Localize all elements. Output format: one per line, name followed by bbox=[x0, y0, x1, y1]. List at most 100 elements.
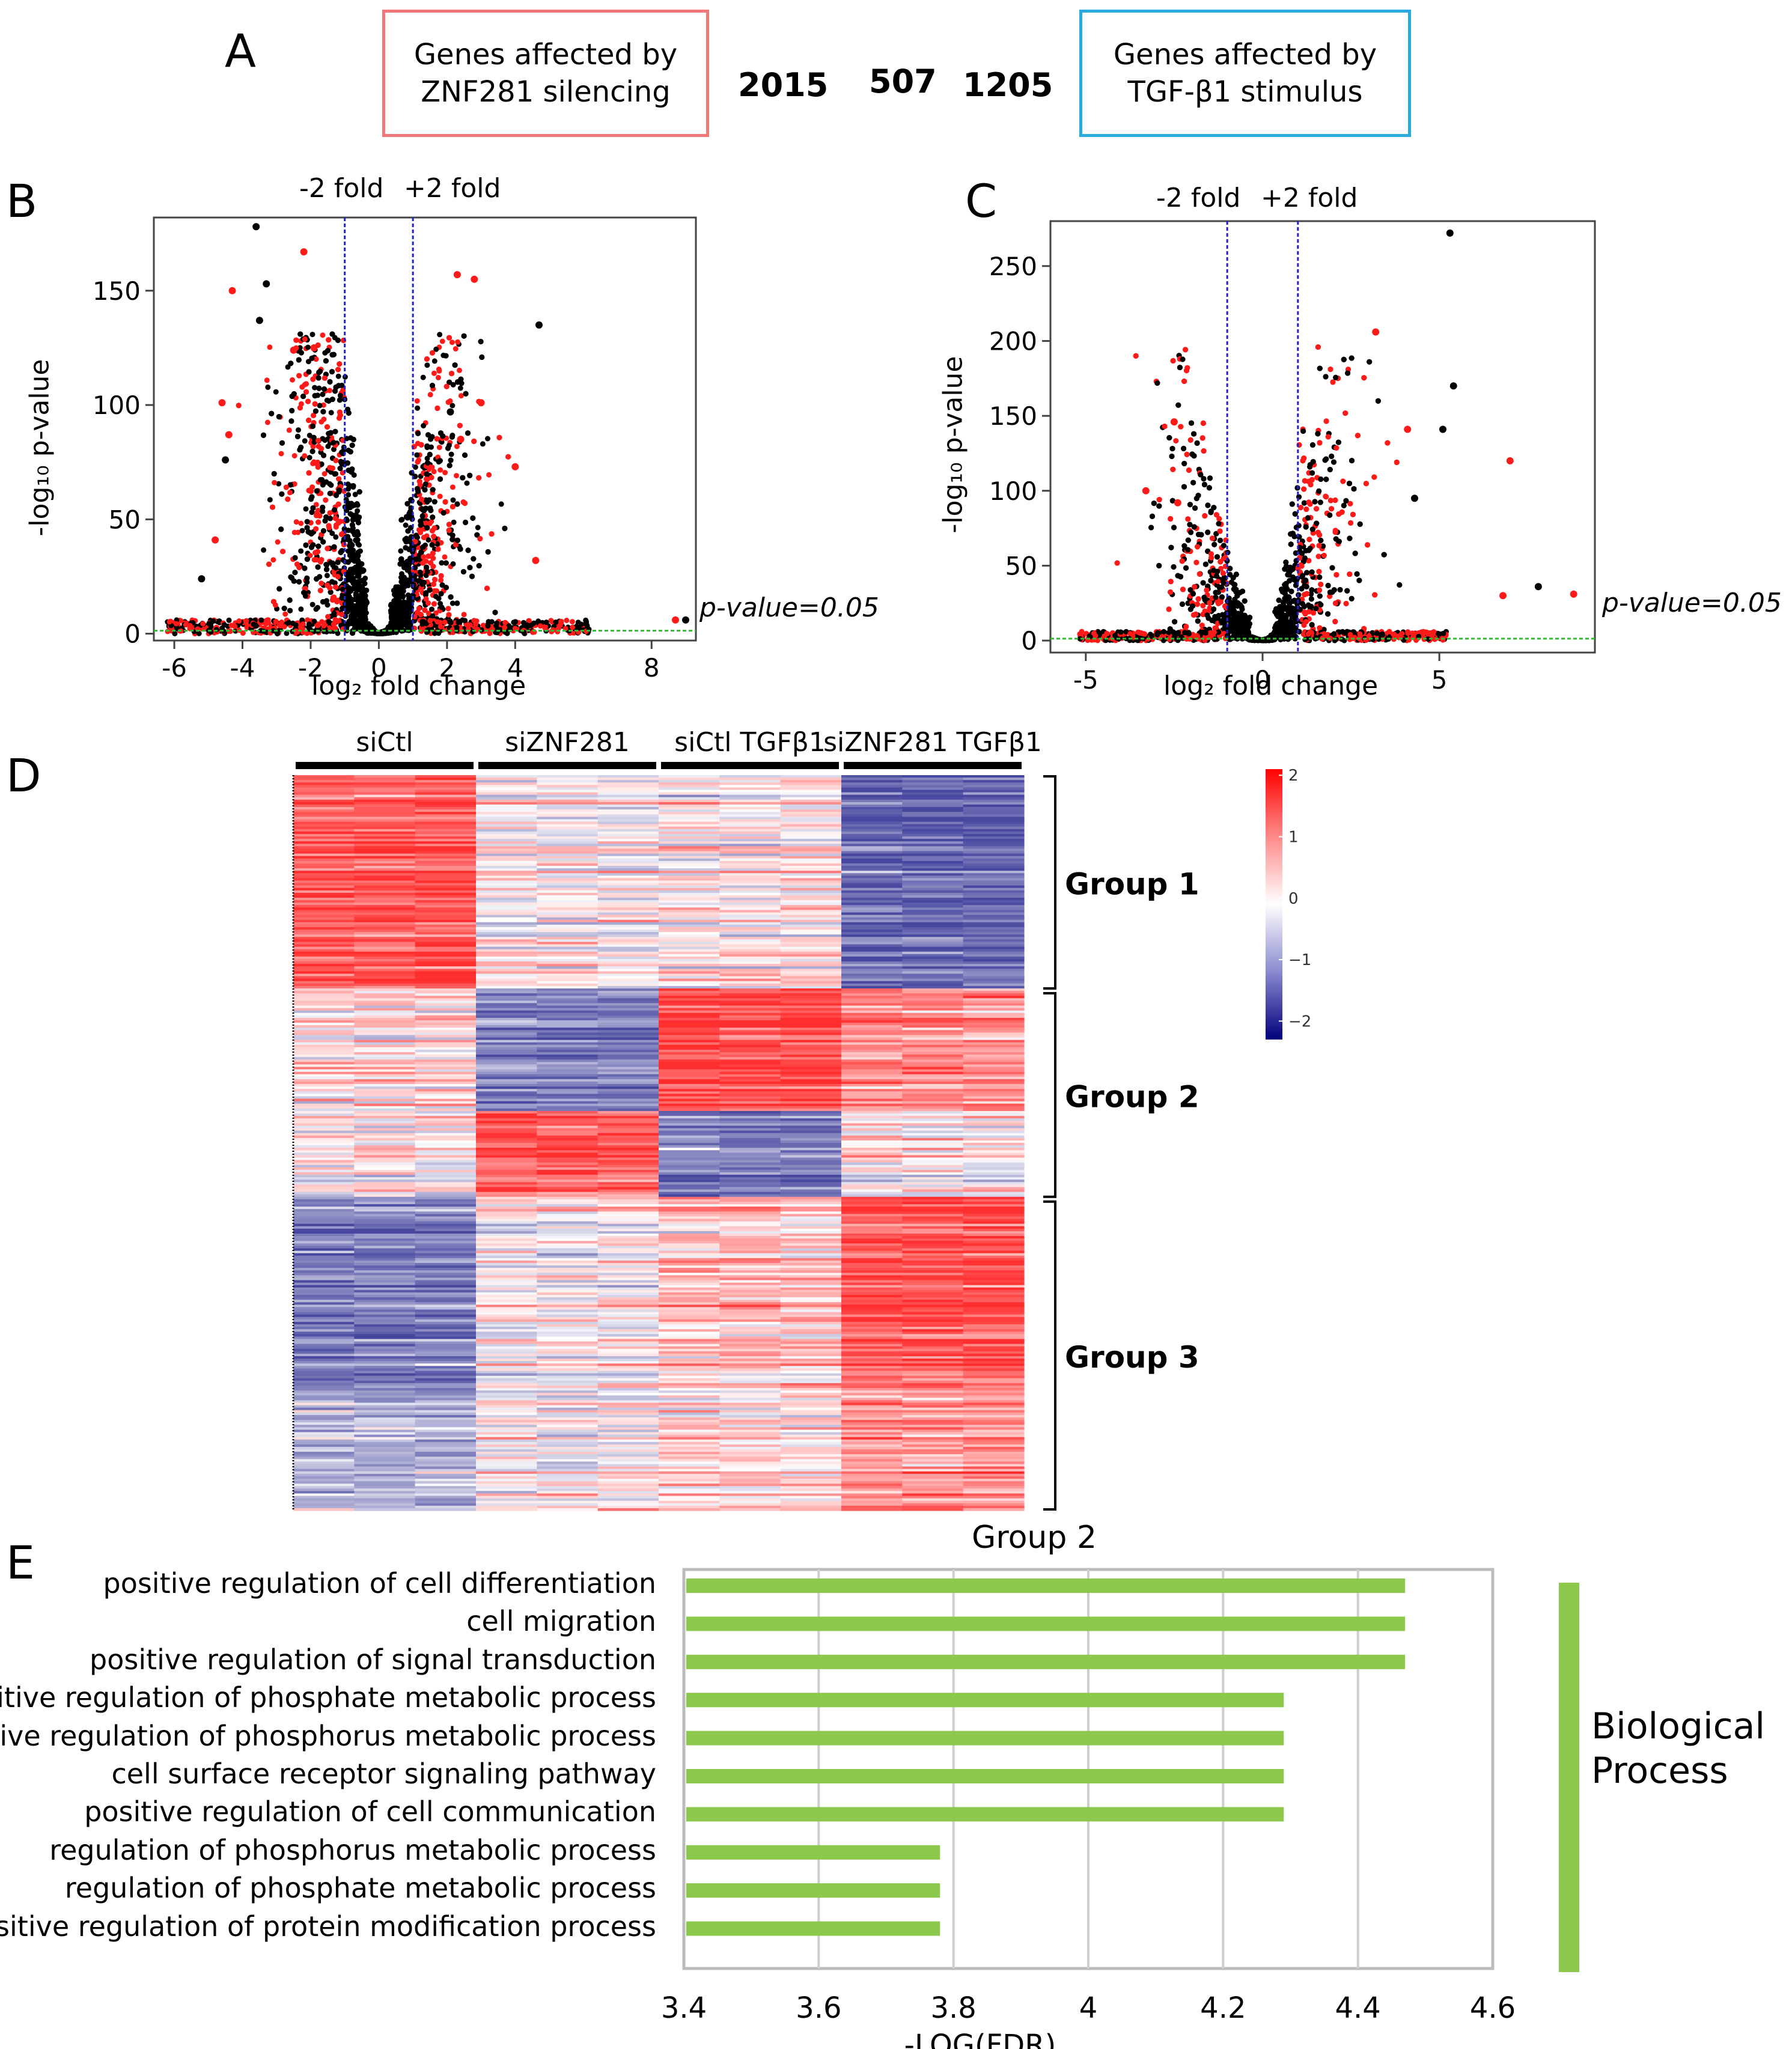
color-scale-tick-label: 0 bbox=[1288, 890, 1299, 908]
volcano-b-data-point bbox=[471, 275, 478, 283]
bar bbox=[686, 1616, 1406, 1631]
volcano-b-x-tick-label: -6 bbox=[162, 653, 187, 683]
bar-category-label: positive regulation of protein modificat… bbox=[0, 1910, 656, 1943]
volcano-b-data-point bbox=[290, 346, 297, 354]
volcano-c-data-point bbox=[1570, 590, 1577, 598]
biological-process-label: Biological Process bbox=[1591, 1704, 1765, 1793]
bar-x-tick-label: 3.6 bbox=[796, 1991, 841, 2025]
group-label: Group 3 bbox=[1065, 1340, 1199, 1375]
bar bbox=[686, 1807, 1284, 1822]
volcano-c-data-point bbox=[1372, 328, 1380, 336]
color-scale-tick-label: 1 bbox=[1288, 829, 1299, 847]
bar bbox=[686, 1845, 940, 1860]
panel-e-letter: E bbox=[6, 1536, 35, 1589]
zsilencing-box: Genes affected by ZNF281 silencing bbox=[382, 10, 709, 137]
bar-x-tick-label: 4.2 bbox=[1200, 1991, 1246, 2025]
volcano-c-y-tick-label: 100 bbox=[989, 476, 1037, 506]
volcano-b-y-tick-label: 150 bbox=[93, 276, 141, 306]
volcano-c-data-point bbox=[1506, 457, 1514, 464]
volcano-b-data-point bbox=[228, 287, 236, 294]
volcano-b-data-point bbox=[511, 463, 519, 470]
volcano-b-data-point bbox=[263, 280, 270, 288]
bar bbox=[686, 1654, 1406, 1669]
volcano-c-plot-frame bbox=[1049, 220, 1596, 654]
bar-category-label: positive regulation of cell differentiat… bbox=[103, 1567, 657, 1600]
bar-x-tick-label: 3.8 bbox=[930, 1991, 976, 2025]
volcano-b-data-point bbox=[252, 223, 260, 231]
bar bbox=[686, 1693, 1284, 1708]
bar bbox=[686, 1769, 1284, 1783]
volcano-b-data-point bbox=[535, 321, 543, 329]
volcano-b-y-tick-label: 0 bbox=[124, 620, 141, 649]
volcano-b-x-tick-label: 8 bbox=[644, 653, 660, 683]
bar-category-label: regulation of phosphate metabolic proces… bbox=[64, 1872, 656, 1905]
volcano-b-fold-plus-label: +2 fold bbox=[404, 173, 501, 204]
volcano-b-x-tick-label: -4 bbox=[230, 653, 255, 683]
column-group-label: siZNF281 TGFβ1 bbox=[823, 727, 1042, 758]
volcano-c-pvalue-label: p-value=0.05 bbox=[1602, 588, 1782, 618]
volcano-b-x-tick-label: 0 bbox=[371, 653, 387, 683]
bar-x-axis-label: -LOG(FDR) bbox=[904, 2029, 1056, 2049]
volcano-b-data-point bbox=[218, 399, 226, 407]
panel-d-letter: D bbox=[6, 749, 41, 802]
volcano-c-data-point bbox=[1439, 425, 1446, 433]
count-znf281-only: 2015 bbox=[738, 66, 829, 104]
group-bracket bbox=[1043, 775, 1056, 990]
group-label: Group 2 bbox=[1065, 1079, 1199, 1114]
bar-chart-title: Group 2 bbox=[972, 1520, 1097, 1556]
volcano-b-data-point bbox=[212, 536, 219, 544]
volcano-c-y-tick-label: 200 bbox=[989, 326, 1037, 356]
volcano-c-ylabel: -log₁₀ p-value bbox=[937, 356, 969, 534]
volcano-b-data-point bbox=[453, 271, 461, 279]
volcano-b-point-cloud bbox=[165, 331, 592, 637]
color-scale-tick-label: −1 bbox=[1288, 951, 1311, 969]
bar-category-label: positive regulation of phosphorus metabo… bbox=[0, 1719, 656, 1752]
column-group-label: siZNF281 bbox=[505, 727, 630, 758]
volcano-b-data-point bbox=[446, 408, 454, 416]
volcano-c-data-point bbox=[1449, 382, 1457, 390]
left-box-line2: ZNF281 silencing bbox=[421, 75, 671, 109]
volcano-b-data-point bbox=[300, 248, 308, 256]
volcano-c-data-point bbox=[1404, 425, 1412, 433]
bp-line2: Process bbox=[1591, 1750, 1728, 1792]
volcano-b-data-point bbox=[222, 456, 230, 464]
volcano-c-xlabel: log₂ fold change bbox=[1163, 671, 1379, 701]
volcano-c-data-point bbox=[1142, 487, 1150, 495]
volcano-b-pvalue-label: p-value=0.05 bbox=[699, 592, 879, 623]
volcano-b-data-point bbox=[457, 436, 465, 443]
bar-x-tick-label: 4.6 bbox=[1470, 1991, 1516, 2025]
bar-chart-e: Group 2 3.4 3.6 3.8 4 4.2 4.4 4.6 -LOG(FDR) bbox=[661, 1520, 1516, 2049]
biological-process-bar bbox=[1559, 1583, 1579, 1972]
volcano-b-data-point bbox=[198, 575, 206, 583]
left-box-line1: Genes affected by bbox=[413, 38, 678, 72]
volcano-c-fold-minus-label: -2 fold bbox=[1156, 183, 1241, 213]
count-overlap: 507 bbox=[869, 62, 937, 100]
volcano-b-data-point bbox=[532, 556, 540, 564]
volcano-b-data-point bbox=[672, 616, 679, 624]
bar-x-tick-label: 4.4 bbox=[1335, 1991, 1380, 2025]
volcano-c-x-tick-label: -5 bbox=[1073, 665, 1099, 695]
bar-x-tick-label: 4 bbox=[1079, 1991, 1098, 2025]
column-group-bar bbox=[661, 762, 839, 769]
heatmap-cells bbox=[293, 775, 1025, 1511]
tgfb1-box: Genes affected by TGF-β1 stimulus bbox=[1079, 10, 1411, 137]
right-box-line2: TGF-β1 stimulus bbox=[1127, 75, 1363, 109]
volcano-b-x-tick-label: -2 bbox=[298, 653, 323, 683]
color-scale-tick-label: −2 bbox=[1288, 1012, 1311, 1031]
volcano-c-data-point bbox=[1446, 229, 1454, 237]
count-tgfb1-only: 1205 bbox=[963, 66, 1053, 104]
bar-category-label: positive regulation of phosphate metabol… bbox=[0, 1681, 656, 1714]
column-group-bar bbox=[296, 762, 474, 769]
volcano-b-ylabel: -log₁₀ p-value bbox=[24, 359, 55, 537]
bar bbox=[686, 1731, 1284, 1746]
column-group-label: siCtl bbox=[356, 727, 413, 758]
bar-category-label: positive regulation of cell communicatio… bbox=[84, 1795, 656, 1828]
volcano-b-data-point bbox=[255, 317, 263, 324]
volcano-b-xlabel: log₂ fold change bbox=[311, 671, 526, 701]
column-group-bar bbox=[478, 762, 656, 769]
group-bracket bbox=[1043, 1200, 1056, 1511]
volcano-b-x-tick-label: 4 bbox=[507, 653, 523, 683]
bar-category-label: regulation of phosphorus metabolic proce… bbox=[49, 1833, 656, 1866]
